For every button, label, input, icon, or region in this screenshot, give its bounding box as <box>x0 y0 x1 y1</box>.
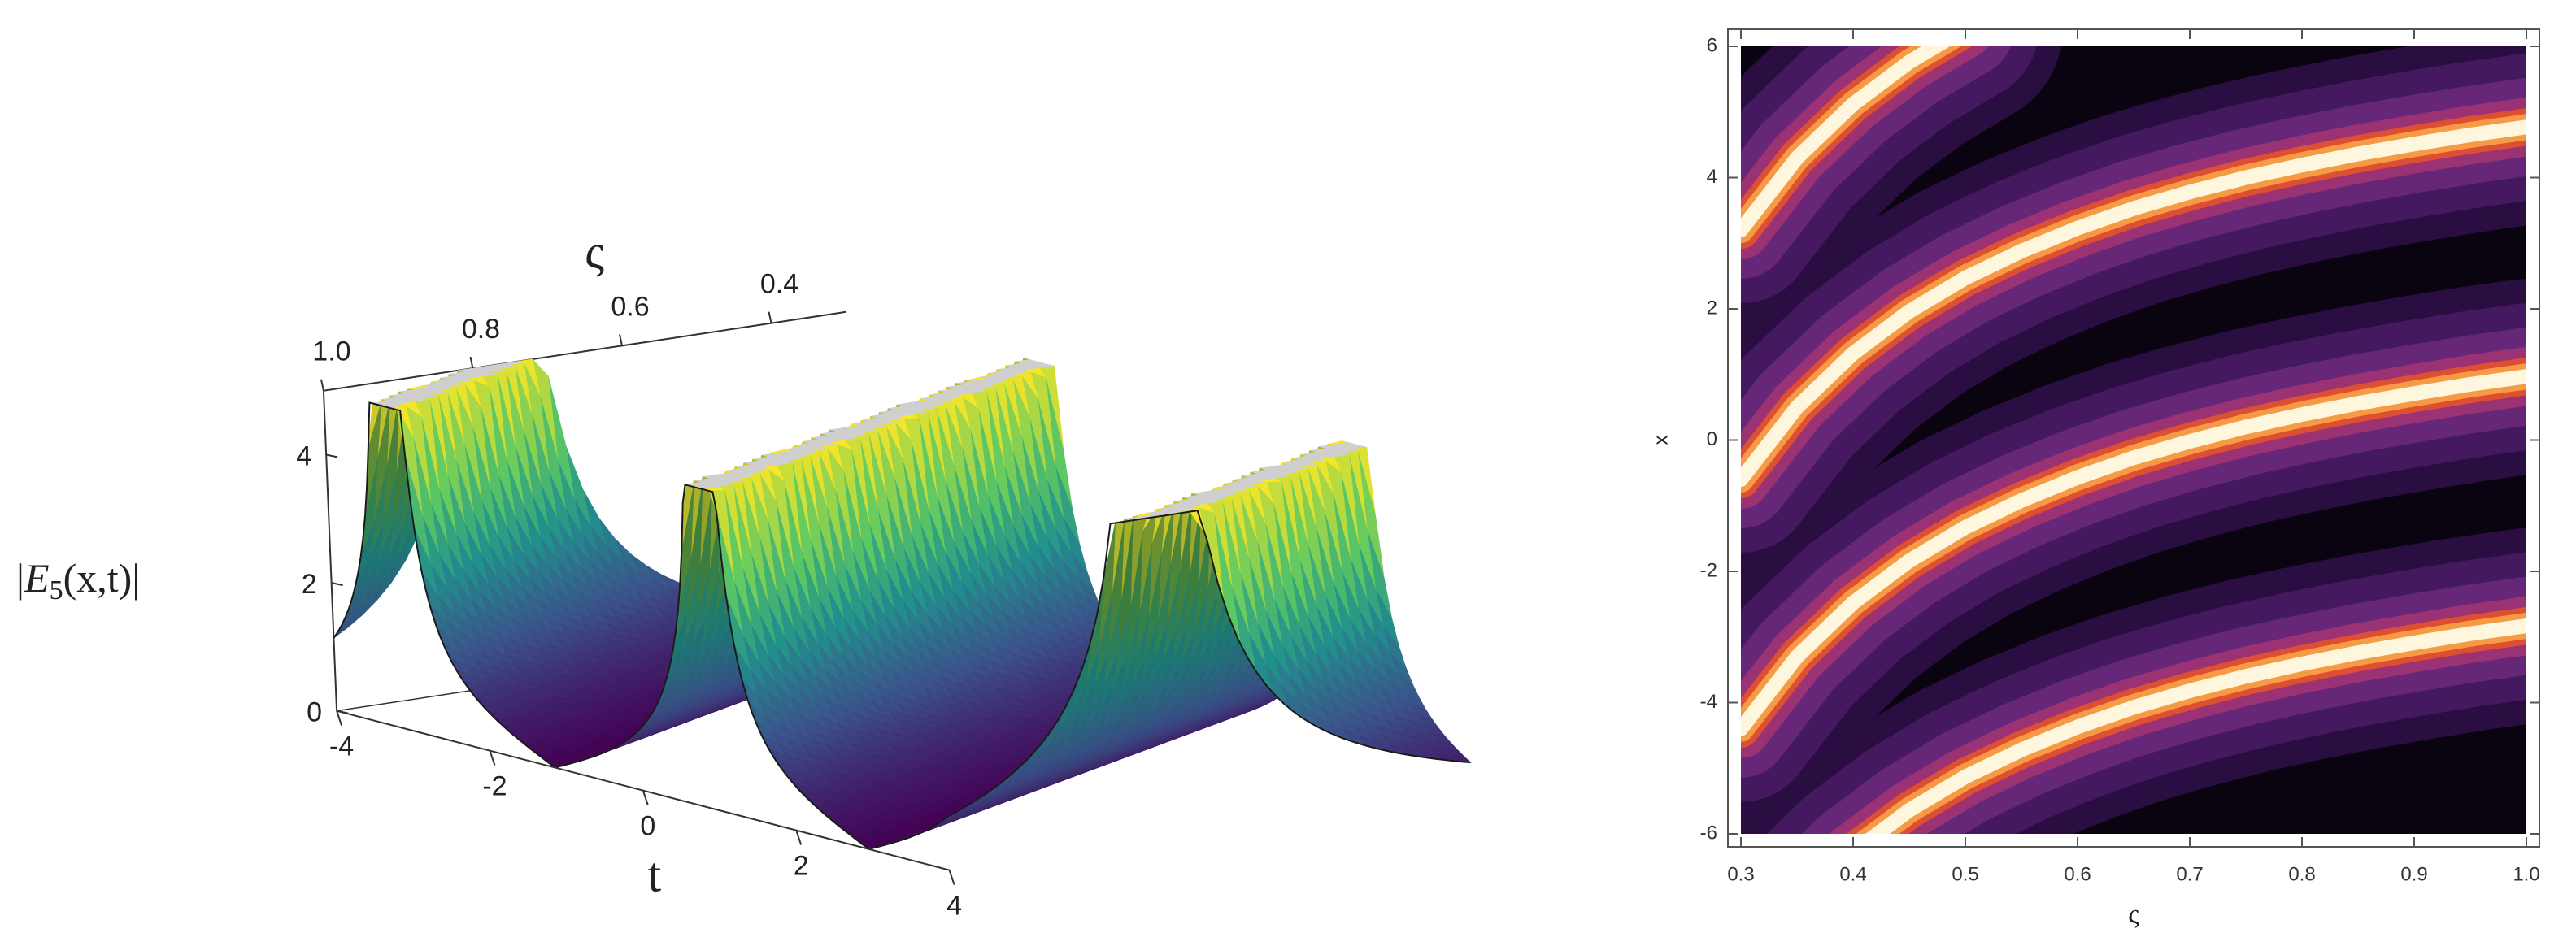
x-tick-label: 1.0 <box>2513 863 2539 885</box>
y-tick-label: 0 <box>1707 428 1717 450</box>
y-tick <box>469 356 474 369</box>
x-tick <box>489 750 496 766</box>
surface-edge <box>333 401 948 850</box>
y-axis-label: ς <box>585 225 604 279</box>
y-tick-label: 1.0 <box>312 336 350 367</box>
x-tick-label: 0.7 <box>2176 863 2203 885</box>
z-tick <box>325 453 338 458</box>
y-tick-label: -4 <box>1700 691 1717 713</box>
ridge-line <box>1741 46 1951 238</box>
y-tick <box>768 311 772 323</box>
z-tick-label: 0 <box>307 697 322 728</box>
x-tick <box>642 790 649 805</box>
ridge-line <box>1865 618 2526 834</box>
z-label-part: (x,t)| <box>63 555 141 601</box>
y-tick-label: -2 <box>1700 559 1717 581</box>
x-tick-label: 0.5 <box>1952 863 1978 885</box>
x-tick-label: 0 <box>640 811 655 842</box>
z-tick-label: 2 <box>302 569 317 600</box>
x-tick-label: 4 <box>946 891 962 922</box>
y-tick-label: 2 <box>1707 297 1717 319</box>
y-tick-label: -6 <box>1700 822 1717 844</box>
x-tick-label: 2 <box>794 851 809 882</box>
x-tick <box>948 870 955 885</box>
y-tick-label: 0.6 <box>611 291 649 322</box>
surface <box>333 358 1472 850</box>
z-label-part: | <box>16 555 24 601</box>
y-tick <box>619 334 623 346</box>
ridge-line <box>1741 369 2526 736</box>
z-axis-line <box>322 390 338 711</box>
x-tick-label: 0.4 <box>1839 863 1866 885</box>
plot-frame <box>1727 28 2540 848</box>
y-axis-label: x <box>1650 436 1672 445</box>
x-tick <box>336 710 343 726</box>
z-axis-label: |E5(x,t)| <box>16 555 140 605</box>
x-tick-label: 0.6 <box>2064 863 2091 885</box>
z-tick <box>336 710 349 714</box>
y-tick-label: 6 <box>1707 34 1717 56</box>
x-tick <box>795 830 803 845</box>
y-axis-line <box>323 310 846 392</box>
x-tick-label: -4 <box>329 731 354 762</box>
x-axis-label: ς <box>2128 900 2139 930</box>
y-tick-label: 0.8 <box>462 314 500 345</box>
ridge-line <box>1741 119 2526 487</box>
x-tick-label: 0.3 <box>1727 863 1754 885</box>
z-tick-label: 4 <box>296 441 311 472</box>
x-axis-label: t <box>647 848 661 901</box>
z-label-var: E <box>24 555 50 601</box>
x-tick-label: -2 <box>482 771 507 802</box>
x-tick-label: 0.9 <box>2400 863 2427 885</box>
y-tick-label: 0.4 <box>760 269 798 300</box>
z-label-sub: 5 <box>50 575 63 605</box>
y-tick <box>320 379 324 391</box>
z-tick <box>331 582 343 587</box>
y-tick-label: 4 <box>1707 166 1717 188</box>
surface-edge <box>946 510 1471 818</box>
density-field <box>1741 46 2526 834</box>
x-tick-label: 0.8 <box>2288 863 2315 885</box>
